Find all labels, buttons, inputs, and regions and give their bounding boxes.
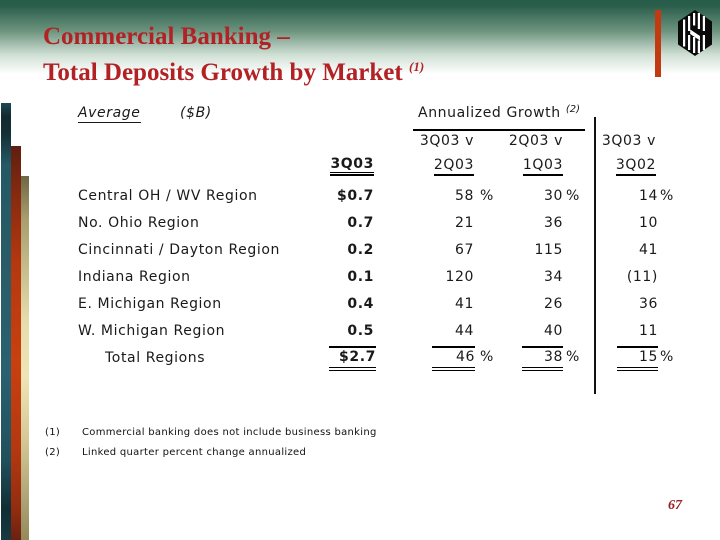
left-decor-bar-teal (1, 103, 11, 540)
table-row: No. Ohio Region 0.7 21 36 10 (0, 210, 720, 237)
column-divider-line (594, 117, 596, 394)
percent-sign: % (480, 188, 494, 204)
huntington-hexagon-logo-icon (678, 10, 712, 56)
col4-header-bottom: 3Q02 (582, 157, 656, 176)
table-row: Indiana Region 0.1 120 34 (11) (0, 264, 720, 291)
row-label: W. Michigan Region (78, 323, 226, 339)
row-label: Indiana Region (78, 269, 191, 285)
group-footnote-ref: (2) (565, 104, 580, 115)
row-growth-3q02: (11) (626, 269, 658, 285)
title-footnote-ref: (1) (408, 59, 425, 74)
row-value-3q03: 0.1 (347, 269, 374, 285)
col2-header-top: 3Q03 v (419, 133, 474, 149)
row-label: Cincinnati / Dayton Region (78, 242, 280, 258)
row-label: No. Ohio Region (78, 215, 200, 231)
row-growth-2q03: 120 (445, 269, 474, 285)
page-number: 67 (668, 498, 682, 513)
annualized-growth-rule (413, 129, 585, 131)
slide-title-line2: Total Deposits Growth by Market (1) (43, 59, 425, 86)
row-growth-1q03: 115 (534, 242, 563, 258)
row-label: Central OH / WV Region (78, 188, 258, 204)
row-growth-1q03: 34 (543, 269, 563, 285)
row-growth-3q02: 10 (638, 215, 658, 231)
row-growth-3q02: 36 (638, 296, 658, 312)
percent-sign: % (566, 349, 580, 365)
row-growth-2q03: 21 (454, 215, 474, 231)
percent-sign: % (660, 188, 674, 204)
row-value-3q03: 0.2 (347, 242, 374, 258)
footnote-1-marker: (1) (45, 427, 61, 438)
total-growth-2q03: 46 (432, 346, 475, 371)
average-label: Average (78, 105, 141, 123)
total-value-3q03: $2.7 (329, 346, 376, 371)
value-column-header: 3Q03 (300, 156, 374, 176)
row-growth-2q03: 44 (454, 323, 474, 339)
percent-sign: % (566, 188, 580, 204)
left-decor-bar-tan (21, 176, 29, 540)
unit-label: ($B) (180, 105, 212, 121)
row-value-3q03: 0.7 (347, 215, 374, 231)
row-growth-1q03: 40 (543, 323, 563, 339)
row-label: E. Michigan Region (78, 296, 222, 312)
total-growth-3q02: 15 (617, 346, 658, 371)
table-row: W. Michigan Region 0.5 44 40 11 (0, 318, 720, 345)
table-row: Central OH / WV Region $0.7 58 % 30 % 14… (0, 183, 720, 210)
footnote-1-text: Commercial banking does not include busi… (82, 427, 377, 438)
row-growth-1q03: 30 (543, 188, 563, 204)
row-growth-2q03: 67 (454, 242, 474, 258)
hexagon-logo-svg (678, 10, 712, 56)
logo-accent-bar (655, 10, 661, 77)
row-value-3q03: $0.7 (337, 188, 374, 204)
row-growth-3q02: 11 (638, 323, 658, 339)
title-banner-gradient (0, 0, 720, 88)
percent-sign: % (660, 349, 674, 365)
row-growth-2q03: 41 (454, 296, 474, 312)
slide-title: Commercial Banking – Total Deposits Grow… (43, 22, 643, 88)
row-value-3q03: 0.4 (347, 296, 374, 312)
percent-sign: % (480, 349, 494, 365)
table-row: E. Michigan Region 0.4 41 26 36 (0, 291, 720, 318)
row-growth-1q03: 36 (543, 215, 563, 231)
col3-header-bottom: 1Q03 (488, 157, 563, 176)
total-row-label: Total Regions (105, 350, 206, 366)
col2-header-bottom: 2Q03 (400, 157, 474, 176)
col4-header-top: 3Q03 v (601, 133, 656, 149)
total-growth-1q03: 38 (522, 346, 563, 371)
slide-title-line1: Commercial Banking – (43, 23, 290, 50)
table-row: Cincinnati / Dayton Region 0.2 67 115 41 (0, 237, 720, 264)
col3-header-top: 2Q03 v (508, 133, 563, 149)
row-growth-3q02: 14 (638, 188, 658, 204)
footnote-2-marker: (2) (45, 447, 61, 458)
annualized-growth-header: Annualized Growth (2) (418, 104, 580, 121)
row-growth-2q03: 58 (454, 188, 474, 204)
row-growth-3q02: 41 (638, 242, 658, 258)
left-decor-bar-red (11, 146, 21, 540)
row-value-3q03: 0.5 (347, 323, 374, 339)
footnote-2-text: Linked quarter percent change annualized (82, 447, 307, 458)
row-growth-1q03: 26 (543, 296, 563, 312)
